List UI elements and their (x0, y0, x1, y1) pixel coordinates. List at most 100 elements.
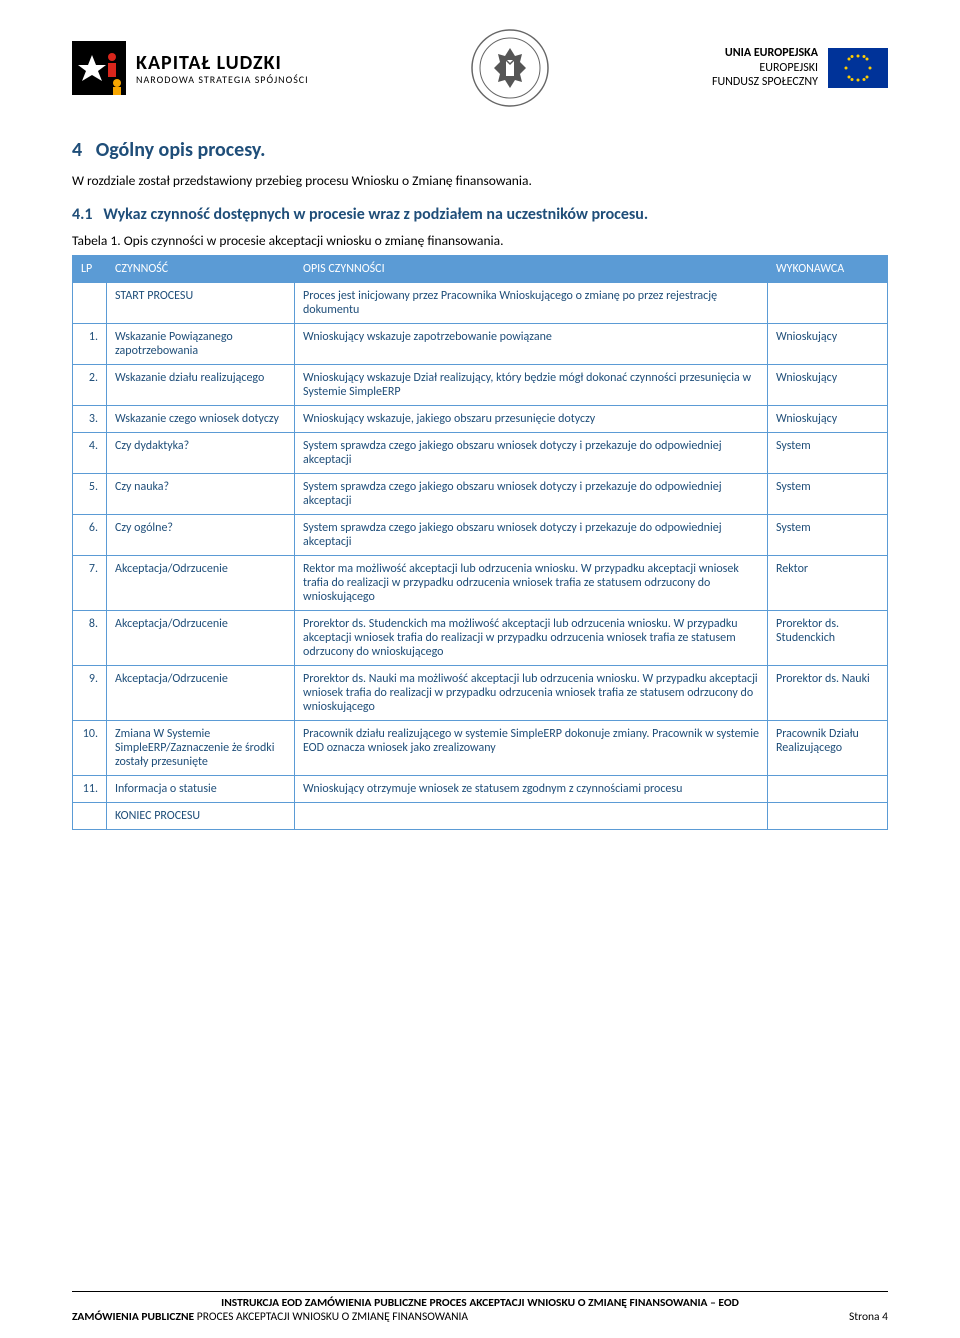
kl-sub-text: NARODOWA STRATEGIA SPÓJNOŚCI (136, 74, 309, 85)
cell-lp: 5. (73, 473, 107, 514)
cell-desc: System sprawdza czego jakiego obszaru wn… (295, 473, 768, 514)
footer-line2: ZAMÓWIENIA PUBLICZNE PROCES AKCEPTACJI W… (72, 1310, 888, 1324)
table-row: 4.Czy dydaktyka?System sprawdza czego ja… (73, 432, 888, 473)
section-heading: 4 Ogólny opis procesy. (72, 138, 888, 162)
eu-flag-icon (828, 48, 888, 88)
subsection-title-text: Wykaz czynność dostępnych w procesie wra… (103, 205, 648, 224)
footer-page-number: Strona 4 (849, 1310, 888, 1324)
cell-activity: Informacja o statusie (107, 775, 295, 802)
cell-who: Prorektor ds. Nauki (768, 665, 888, 720)
cell-activity: Wskazanie działu realizującego (107, 364, 295, 405)
cell-lp: 9. (73, 665, 107, 720)
table-row: 7.Akceptacja/OdrzucenieRektor ma możliwo… (73, 555, 888, 610)
table-row: 9.Akceptacja/Odrzucenie Prorektor ds. Nau… (73, 665, 888, 720)
cell-activity: Akceptacja/Odrzucenie (107, 555, 295, 610)
cell-lp: 3. (73, 405, 107, 432)
cell-who: Rektor (768, 555, 888, 610)
eu-line2: EUROPEJSKI (712, 61, 818, 75)
cell-activity: KONIEC PROCESU (107, 802, 295, 829)
cell-desc: Prorektor ds. Studenckich ma możliwość a… (295, 610, 768, 665)
subsection-num: 4.1 (72, 205, 93, 224)
table-body: START PROCESUProces jest inicjowany prze… (73, 282, 888, 829)
subsection-heading: 4.1 Wykaz czynność dostępnych w procesie… (72, 205, 888, 224)
table-row: 11.Informacja o statusieWnioskujący otrz… (73, 775, 888, 802)
process-table: LP CZYNNOŚĆ OPIS CZYNNOŚCI WYKONAWCA STA… (72, 255, 888, 830)
cell-who: Wnioskujący (768, 364, 888, 405)
cell-activity: Czy dydaktyka? (107, 432, 295, 473)
col-activity: CZYNNOŚĆ (107, 255, 295, 282)
col-who: WYKONAWCA (768, 255, 888, 282)
table-row: 10.Zmiana W Systemie SimpleERP/Zaznaczen… (73, 720, 888, 775)
table-row: 1.Wskazanie Powiązanego zapotrzebowaniaW… (73, 323, 888, 364)
cell-who: System (768, 473, 888, 514)
footer-rest: PROCES AKCEPTACJI WNIOSKU O ZMIANĘ FINAN… (194, 1310, 468, 1324)
footer-left: ZAMÓWIENIA PUBLICZNE PROCES AKCEPTACJI W… (72, 1310, 468, 1324)
cell-activity: START PROCESU (107, 282, 295, 323)
cell-who (768, 802, 888, 829)
cell-who: Pracownik Działu Realizującego (768, 720, 888, 775)
cell-desc: Wnioskujący otrzymuje wniosek ze statuse… (295, 775, 768, 802)
cell-activity: Akceptacja/Odrzucenie (107, 610, 295, 665)
cell-lp: 11. (73, 775, 107, 802)
document-page: KAPITAŁ LUDZKI NARODOWA STRATEGIA SPÓJNO… (0, 0, 960, 1338)
table-row: 6.Czy ogólne?System sprawdza czego jakie… (73, 514, 888, 555)
cell-lp: 2. (73, 364, 107, 405)
cell-desc: Wnioskujący wskazuje Dział realizujący, … (295, 364, 768, 405)
cell-desc: System sprawdza czego jakiego obszaru wn… (295, 432, 768, 473)
page-footer: INSTRUKCJA EOD ZAMÓWIENIA PUBLICZNE PROC… (72, 1291, 888, 1324)
cell-activity: Wskazanie czego wniosek dotyczy (107, 405, 295, 432)
cell-lp: 4. (73, 432, 107, 473)
eu-line3: FUNDUSZ SPOŁECZNY (712, 75, 818, 89)
section-num: 4 (72, 138, 82, 162)
section-title-text: Ogólny opis procesy. (96, 138, 266, 162)
footer-line1: INSTRUKCJA EOD ZAMÓWIENIA PUBLICZNE PROC… (72, 1291, 888, 1310)
cell-activity: Czy nauka? (107, 473, 295, 514)
university-seal-icon (470, 28, 550, 108)
kl-text-block: KAPITAŁ LUDZKI NARODOWA STRATEGIA SPÓJNO… (136, 52, 309, 85)
cell-who: System (768, 514, 888, 555)
table-row: KONIEC PROCESU (73, 802, 888, 829)
cell-activity: Wskazanie Powiązanego zapotrzebowania (107, 323, 295, 364)
cell-lp: 8. (73, 610, 107, 665)
table-row: 2.Wskazanie działu realizującegoWnioskuj… (73, 364, 888, 405)
cell-activity: Akceptacja/Odrzucenie (107, 665, 295, 720)
cell-activity: Czy ogólne? (107, 514, 295, 555)
table-row: 5.Czy nauka?System sprawdza czego jakieg… (73, 473, 888, 514)
cell-desc: System sprawdza czego jakiego obszaru wn… (295, 514, 768, 555)
cell-lp: 10. (73, 720, 107, 775)
table-row: 8.Akceptacja/OdrzucenieProrektor ds. Stu… (73, 610, 888, 665)
cell-desc: Rektor ma możliwość akceptacji lub odrzu… (295, 555, 768, 610)
table-caption: Tabela 1. Opis czynności w procesie akce… (72, 232, 888, 249)
table-row: 3.Wskazanie czego wniosek dotyczyWniosku… (73, 405, 888, 432)
section-intro: W rozdziale został przedstawiony przebie… (72, 172, 888, 191)
cell-desc (295, 802, 768, 829)
cell-who (768, 282, 888, 323)
cell-who: System (768, 432, 888, 473)
star-person-icon (72, 41, 126, 95)
eu-text-block: UNIA EUROPEJSKA EUROPEJSKI FUNDUSZ SPOŁE… (712, 46, 818, 89)
kl-main-text: KAPITAŁ LUDZKI (136, 52, 309, 74)
table-header-row: LP CZYNNOŚĆ OPIS CZYNNOŚCI WYKONAWCA (73, 255, 888, 282)
col-lp: LP (73, 255, 107, 282)
cell-who (768, 775, 888, 802)
cell-who: Wnioskujący (768, 405, 888, 432)
footer-bold: ZAMÓWIENIA PUBLICZNE (72, 1310, 194, 1324)
cell-desc: Proces jest inicjowany przez Pracownika … (295, 282, 768, 323)
cell-desc: Wnioskujący wskazuje zapotrzebowanie pow… (295, 323, 768, 364)
cell-desc: Wnioskujący wskazuje, jakiego obszaru pr… (295, 405, 768, 432)
cell-lp (73, 802, 107, 829)
cell-lp: 1. (73, 323, 107, 364)
cell-who: Wnioskujący (768, 323, 888, 364)
cell-lp (73, 282, 107, 323)
cell-lp: 7. (73, 555, 107, 610)
cell-activity: Zmiana W Systemie SimpleERP/Zaznaczenie … (107, 720, 295, 775)
cell-lp: 6. (73, 514, 107, 555)
cell-who: Prorektor ds. Studenckich (768, 610, 888, 665)
col-desc: OPIS CZYNNOŚCI (295, 255, 768, 282)
cell-desc: Pracownik działu realizującego w systemi… (295, 720, 768, 775)
table-row: START PROCESUProces jest inicjowany prze… (73, 282, 888, 323)
logo-eu: UNIA EUROPEJSKA EUROPEJSKI FUNDUSZ SPOŁE… (712, 46, 888, 89)
eu-line1: UNIA EUROPEJSKA (712, 46, 818, 60)
logo-kapital-ludzki: KAPITAŁ LUDZKI NARODOWA STRATEGIA SPÓJNO… (72, 41, 309, 95)
header-logos: KAPITAŁ LUDZKI NARODOWA STRATEGIA SPÓJNO… (72, 28, 888, 108)
